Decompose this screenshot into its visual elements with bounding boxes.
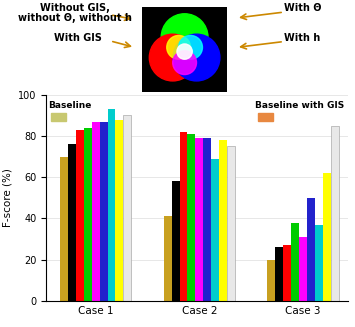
Bar <box>92 122 100 301</box>
Text: Baseline: Baseline <box>48 101 91 110</box>
Bar <box>100 122 108 301</box>
Text: With GIS: With GIS <box>54 33 102 43</box>
Text: without Θ, without h: without Θ, without h <box>18 13 131 23</box>
Bar <box>283 245 291 301</box>
Circle shape <box>149 34 196 81</box>
Bar <box>68 144 76 301</box>
Circle shape <box>179 35 202 59</box>
Circle shape <box>173 51 197 75</box>
Bar <box>291 223 299 301</box>
Bar <box>323 173 331 301</box>
Bar <box>275 247 283 301</box>
Bar <box>187 134 195 301</box>
Circle shape <box>177 44 192 59</box>
Bar <box>307 198 315 301</box>
Bar <box>115 120 123 301</box>
Bar <box>299 237 307 301</box>
Bar <box>203 138 211 301</box>
Bar <box>219 140 227 301</box>
Circle shape <box>161 14 208 60</box>
Bar <box>227 146 235 301</box>
Circle shape <box>173 34 220 81</box>
Bar <box>315 225 323 301</box>
Bar <box>331 126 339 301</box>
Bar <box>211 159 219 301</box>
Bar <box>123 115 131 301</box>
Text: With Θ: With Θ <box>284 4 322 13</box>
Bar <box>164 216 172 301</box>
Bar <box>76 130 84 301</box>
Bar <box>180 132 187 301</box>
Text: With h: With h <box>284 33 320 43</box>
FancyBboxPatch shape <box>258 113 273 121</box>
Bar <box>195 138 203 301</box>
Bar <box>60 157 68 301</box>
Y-axis label: F-score (%): F-score (%) <box>2 168 12 227</box>
Bar <box>84 128 92 301</box>
Bar <box>267 260 275 301</box>
Bar <box>108 109 115 301</box>
Text: Baseline with GIS: Baseline with GIS <box>255 101 345 110</box>
Bar <box>172 181 180 301</box>
Text: Without GIS,: Without GIS, <box>40 4 109 13</box>
FancyBboxPatch shape <box>51 113 66 121</box>
Circle shape <box>167 35 191 59</box>
